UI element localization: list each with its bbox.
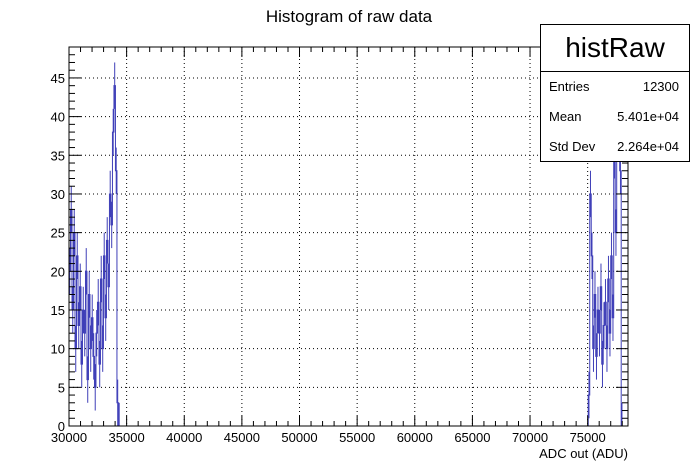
- y-tick-label: 45: [51, 71, 65, 86]
- stats-row-mean: Mean 5.401e+04: [541, 102, 689, 132]
- x-tick-label: 70000: [512, 430, 548, 445]
- std-value: 2.264e+04: [617, 139, 679, 154]
- plot-frame: [68, 46, 629, 427]
- x-tick-label: 35000: [109, 430, 145, 445]
- x-tick-label: 75000: [570, 430, 606, 445]
- x-tick-label: 55000: [339, 430, 375, 445]
- x-tick-label: 40000: [166, 430, 202, 445]
- x-tick-label: 30000: [51, 430, 87, 445]
- std-label: Std Dev: [549, 139, 596, 154]
- chart-title: Histogram of raw data: [266, 7, 433, 26]
- mean-value: 5.401e+04: [617, 109, 679, 124]
- stats-box: histRaw Entries 12300 Mean 5.401e+04 Std…: [540, 24, 690, 162]
- stats-row-std: Std Dev 2.264e+04: [541, 132, 689, 162]
- stats-row-entries: Entries 12300: [541, 72, 689, 102]
- y-tick-label: 0: [58, 419, 65, 434]
- mean-label: Mean: [549, 109, 582, 124]
- x-axis-label: ADC out (ADU): [539, 446, 628, 461]
- y-tick-label: 5: [58, 380, 65, 395]
- y-tick-label: 40: [51, 110, 65, 125]
- y-tick-label: 20: [51, 264, 65, 279]
- histogram-outline: [68, 85, 120, 427]
- y-tick-label: 25: [51, 226, 65, 241]
- stats-title: histRaw: [541, 25, 689, 72]
- x-tick-label: 45000: [224, 430, 260, 445]
- x-tick-label: 60000: [397, 430, 433, 445]
- y-tick-label: 10: [51, 342, 65, 357]
- x-tick-label: 65000: [454, 430, 490, 445]
- x-tick-label: 50000: [281, 430, 317, 445]
- x-axis: 30000 35000 40000 45000 50000 55000 60000 65000…: [51, 47, 623, 445]
- y-tick-label: 35: [51, 148, 65, 163]
- entries-value: 12300: [642, 79, 679, 94]
- entries-label: Entries: [549, 79, 590, 94]
- y-tick-label: 30: [51, 187, 65, 202]
- y-tick-label: 15: [51, 303, 65, 318]
